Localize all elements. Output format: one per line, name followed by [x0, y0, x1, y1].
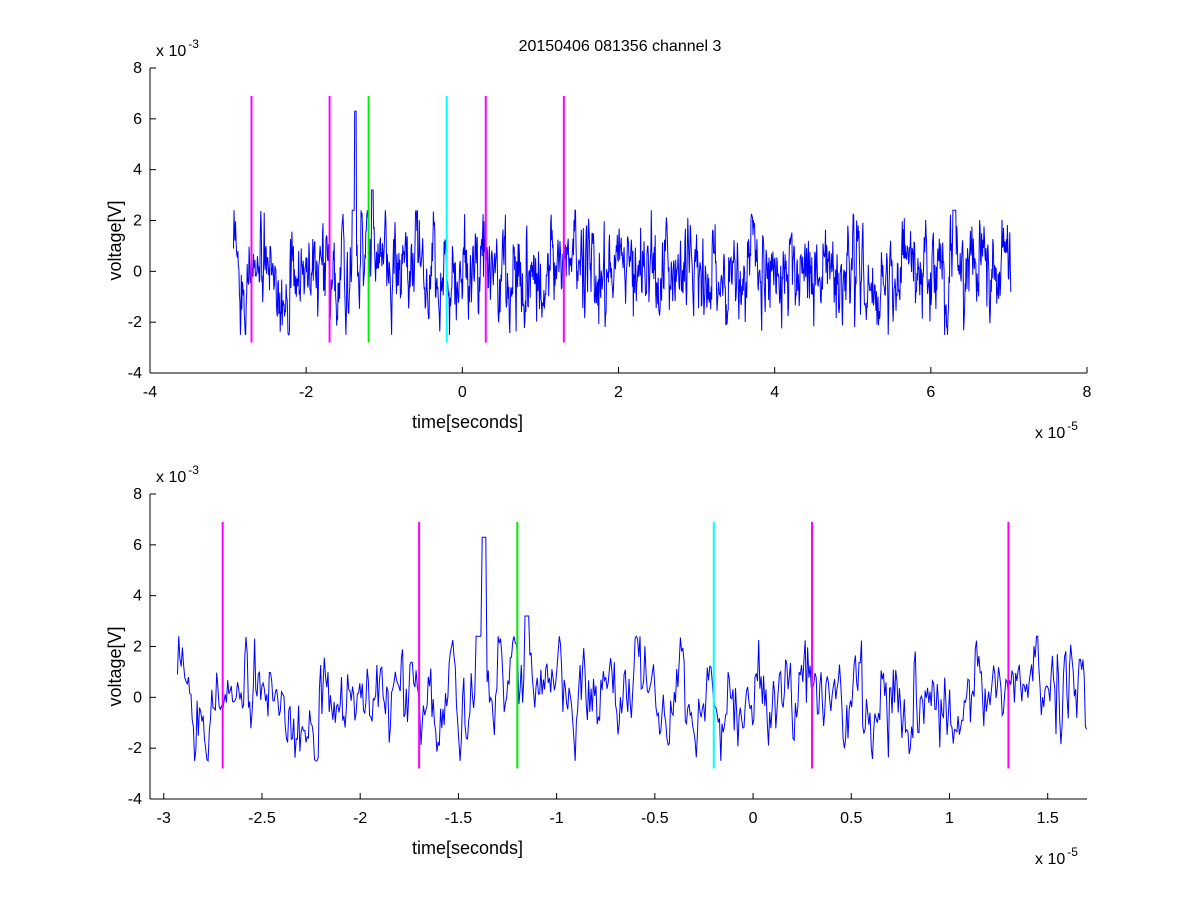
x-tick-label: 0 — [749, 810, 758, 827]
y-exponent-base: x 10 — [156, 469, 186, 486]
y-exponent-power: -3 — [188, 37, 199, 51]
x-tick-label: -1 — [550, 810, 564, 827]
x-exponent-label: x 10 -5 — [1035, 419, 1078, 442]
x-tick-label: 1 — [945, 810, 954, 827]
y-tick-label: 2 — [133, 213, 142, 230]
x-tick-label: -2 — [353, 810, 367, 827]
y-tick-label: 6 — [133, 111, 142, 128]
x-tick-label: 6 — [926, 384, 935, 401]
x-tick-label: 0.5 — [840, 810, 862, 827]
y-tick-label: 4 — [133, 588, 142, 605]
x-tick-label: -2 — [299, 384, 313, 401]
x-tick-label: 8 — [1083, 384, 1092, 401]
top-plot: -4 -2 0 2 4 6 8 -4 -2 0 2 4 6 8 time[seconds] voltage[V… — [105, 37, 1092, 442]
y-exponent-base: x 10 — [156, 43, 186, 60]
x-exponent-power: -5 — [1067, 845, 1078, 859]
y-exponent-power: -3 — [188, 463, 199, 477]
y-tick-label: 8 — [133, 60, 142, 77]
x-tick-label: -0.5 — [641, 810, 669, 827]
x-exponent-base: x 10 — [1035, 425, 1065, 442]
y-exponent-label: x 10 -3 — [156, 463, 199, 486]
y-tick-label: 0 — [133, 263, 142, 280]
y-tick-label: 8 — [133, 486, 142, 503]
y-tick-label: 6 — [133, 537, 142, 554]
x-exponent-base: x 10 — [1035, 851, 1065, 868]
voltage-trace — [177, 536, 1088, 762]
y-tick-label: -2 — [128, 740, 142, 757]
x-axis-label: time[seconds] — [412, 412, 523, 432]
x-tick-label: 2 — [614, 384, 623, 401]
x-tick-label: 4 — [770, 384, 779, 401]
y-axis-label: voltage[V] — [105, 200, 125, 280]
x-axis-label: time[seconds] — [412, 838, 523, 858]
y-exponent-label: x 10 -3 — [156, 37, 199, 60]
x-tick-label: -4 — [143, 384, 157, 401]
x-exponent-label: x 10 -5 — [1035, 845, 1078, 868]
x-tick-label: -1.5 — [445, 810, 473, 827]
y-tick-label: 2 — [133, 639, 142, 656]
bottom-plot: -4 -2 0 2 4 6 8 -3 -2.5 -2 -1.5 -1 -0.5 0 0.5 1 1.5 time[… — [105, 463, 1088, 868]
x-tick-label: -2.5 — [248, 810, 276, 827]
y-tick-label: -4 — [128, 365, 142, 382]
x-exponent-power: -5 — [1067, 419, 1078, 433]
x-tick-label: 1.5 — [1037, 810, 1059, 827]
figure-title: 20150406 081356 channel 3 — [519, 38, 722, 55]
x-tick-label: 0 — [458, 384, 467, 401]
voltage-trace — [233, 110, 1012, 336]
y-tick-label: -2 — [128, 314, 142, 331]
y-tick-label: 0 — [133, 689, 142, 706]
y-tick-label: -4 — [128, 791, 142, 808]
y-tick-label: 4 — [133, 162, 142, 179]
y-axis-label: voltage[V] — [105, 626, 125, 706]
x-tick-label: -3 — [157, 810, 171, 827]
